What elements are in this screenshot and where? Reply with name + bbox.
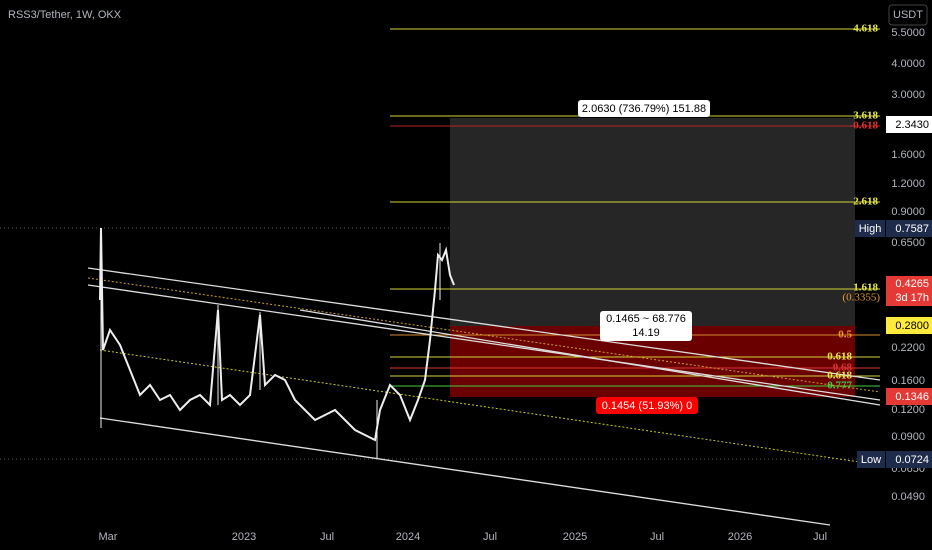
- fib-label: (0.3355): [842, 292, 880, 304]
- fib-label: 2.618: [853, 196, 878, 208]
- stop-label: 0.1454 (51.93%) 0: [602, 400, 693, 412]
- target-box: [578, 100, 710, 117]
- price-tick: 3.0000: [891, 89, 925, 101]
- entry-box: [600, 311, 692, 341]
- badge-text: 0.1346: [895, 391, 929, 403]
- badge-text: Low: [861, 454, 881, 466]
- badge-text: 0.2800: [895, 320, 929, 332]
- badge-text: 2.3430: [895, 119, 929, 131]
- fib-label: 0.618: [827, 370, 852, 382]
- time-tick: Jul: [813, 531, 827, 543]
- fib-label: 0.68: [833, 362, 853, 374]
- badge: [855, 220, 885, 237]
- fib-label: 0.5: [838, 329, 852, 341]
- fib-label: -0.618: [850, 120, 879, 132]
- time-tick: 2023: [232, 531, 256, 543]
- badge: [886, 451, 932, 468]
- badge-text: 0.4265: [895, 278, 929, 290]
- price-tick: 1.6000: [891, 149, 925, 161]
- time-tick: 2025: [563, 531, 587, 543]
- price-tick: 0.2200: [891, 342, 925, 354]
- fib-label: 3.618: [853, 110, 878, 122]
- price-tick: 0.6500: [891, 237, 925, 249]
- time-tick: Mar: [99, 531, 118, 543]
- time-tick: Jul: [483, 531, 497, 543]
- time-tick: 2026: [728, 531, 752, 543]
- price-tick: 0.0900: [891, 431, 925, 443]
- badge: [886, 276, 932, 306]
- mid-line: [99, 349, 881, 466]
- badge-text: High: [859, 223, 882, 235]
- badge: [886, 116, 932, 133]
- time-tick: 2024: [396, 531, 420, 543]
- fib-label: 4.618: [853, 23, 878, 35]
- price-tick: 0.9000: [891, 206, 925, 218]
- price-tick: 0.1200: [891, 404, 925, 416]
- target-label: 2.0630 (736.79%) 151.88: [582, 103, 706, 115]
- badge-text: 3d 17h: [895, 292, 929, 304]
- profit-zone: [450, 118, 855, 326]
- currency-button[interactable]: [888, 4, 928, 26]
- channel: [87, 267, 881, 526]
- price-tick: 0.0490: [891, 491, 925, 503]
- fib-label: 0.777: [827, 380, 852, 392]
- badge: [886, 317, 932, 334]
- symbol-title: RSS3/Tether, 1W, OKX: [8, 9, 122, 21]
- price-tick: 5.5000: [891, 27, 925, 39]
- stop-box: [596, 397, 698, 414]
- time-tick: Jul: [650, 531, 664, 543]
- price-tick: 4.0000: [891, 58, 925, 70]
- mid-line: [87, 277, 881, 393]
- entry-label: 14.19: [632, 327, 660, 339]
- badge-text: 0.0724: [895, 454, 929, 466]
- badge: [886, 388, 932, 405]
- fib-label: 0.618: [827, 351, 852, 363]
- fib-label: 1.618: [853, 282, 878, 294]
- badge: [886, 220, 932, 237]
- time-tick: Jul: [320, 531, 334, 543]
- price-tick: 1.2000: [891, 178, 925, 190]
- price-path: [99, 227, 455, 442]
- badge: [857, 451, 885, 468]
- badge-text: 0.7587: [895, 223, 929, 235]
- price-tick: 0.1600: [891, 375, 925, 387]
- entry-label: 0.1465 ~ 68.776: [606, 313, 686, 325]
- currency-label[interactable]: USDT: [893, 9, 923, 21]
- wicks: [100, 228, 441, 458]
